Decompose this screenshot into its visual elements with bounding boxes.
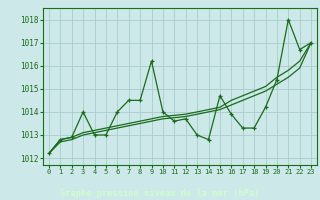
Text: Graphe pression niveau de la mer (hPa): Graphe pression niveau de la mer (hPa): [60, 189, 260, 198]
